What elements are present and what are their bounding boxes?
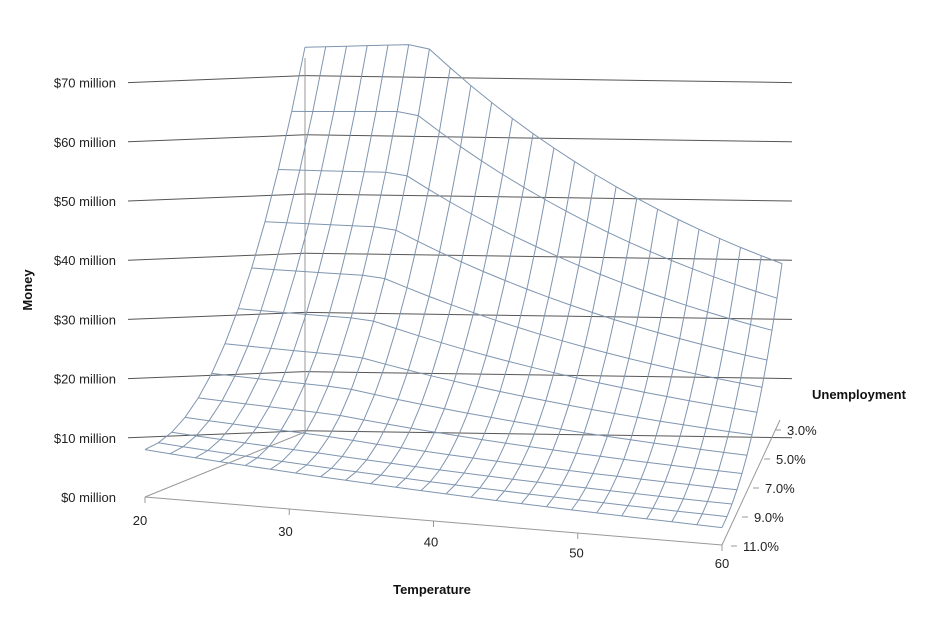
surface-row-line-2 [171, 431, 733, 505]
surface-col-line-9 [370, 102, 493, 485]
surface-col-line-18 [596, 219, 679, 514]
z-gridline-left-6 [127, 134, 306, 143]
y-tick-label: 11.0% [743, 539, 779, 554]
surface-row-line-5 [211, 372, 748, 456]
y-tick-label: 3.0% [787, 423, 817, 438]
y-tick-label: 5.0% [776, 452, 806, 467]
surface-col-line-13 [470, 161, 576, 498]
z-tick-label: $10 million [54, 431, 116, 446]
x-tick-label: 40 [424, 535, 438, 550]
surface-col-line-19 [621, 229, 700, 517]
z-gridline-back-1 [304, 430, 793, 439]
surface-col-line-11 [420, 133, 534, 491]
z-tick-label: $30 million [54, 312, 116, 327]
z-gridline-back-3 [304, 311, 793, 320]
z-tick-label: $50 million [54, 194, 116, 209]
surface-row-line-12 [304, 44, 783, 265]
x-tick-label: 20 [133, 513, 147, 528]
surface-col-line-1 [169, 46, 327, 455]
surface-col-line-7 [320, 67, 451, 478]
z-gridline-left-1 [127, 430, 306, 439]
surface-mesh [144, 44, 783, 529]
surface-row-line-6 [224, 343, 753, 436]
z-tick-label: $40 million [54, 253, 116, 268]
surface-col-line-17 [571, 209, 659, 511]
surface-col-line-8 [345, 85, 472, 481]
z-gridline-left-4 [127, 252, 306, 261]
surface-col-line-16 [546, 198, 638, 508]
surface-row-line-10 [278, 169, 773, 331]
surface-col-line-0 [144, 47, 306, 451]
surface-col-line-12 [445, 147, 555, 495]
surface-col-line-14 [495, 174, 596, 501]
surface-col-line-21 [671, 247, 741, 523]
z-gridline-left-3 [127, 311, 306, 320]
z-gridline-back-7 [304, 75, 793, 84]
z-tick-label: $0 million [61, 490, 116, 505]
surface-col-line-10 [395, 118, 513, 488]
surface-col-line-4 [245, 45, 389, 466]
z-gridline-back-4 [304, 252, 793, 261]
surface-row-line-1 [158, 442, 728, 518]
surface-col-line-23 [721, 263, 783, 528]
z-axis-title: Money [20, 269, 35, 311]
y-tick-label: 9.0% [754, 510, 784, 525]
surface-row-line-11 [291, 110, 778, 299]
z-gridline-left-7 [127, 75, 306, 84]
surface-col-line-6 [295, 49, 430, 474]
surface-col-line-15 [520, 186, 617, 504]
surface-row-line-7 [238, 308, 758, 413]
y-tick-label: 7.0% [765, 481, 795, 496]
x-tick-label: 50 [569, 545, 583, 560]
x-tick-label: 60 [715, 556, 729, 571]
y-axis-line [721, 419, 781, 546]
z-tick-label: $20 million [54, 372, 116, 387]
tick-labels: $0 million $10 million $20 million $30 mill… [54, 76, 817, 571]
z-gridline-left-5 [127, 193, 306, 202]
surface-row-line-9 [264, 221, 768, 361]
z-gridline-back-5 [304, 193, 793, 202]
z-tick-label: $60 million [54, 135, 116, 150]
surface-row-line-8 [251, 267, 763, 388]
surface-col-line-2 [194, 46, 347, 459]
surface-row-line-3 [184, 416, 738, 491]
z-gridlines [127, 75, 793, 439]
surface-row-line-0 [144, 449, 723, 529]
x-tick-label: 30 [278, 524, 292, 539]
y-axis-title: Unemployment [812, 387, 907, 402]
z-tick-label: $70 million [54, 76, 116, 91]
surface-col-line-20 [646, 238, 721, 520]
z-gridline-back-6 [304, 134, 793, 143]
floor-left-edge [144, 431, 306, 498]
surface-row-line-4 [198, 397, 743, 474]
x-axis-title: Temperature [393, 582, 471, 597]
surface-col-line-3 [220, 45, 368, 463]
z-gridline-left-2 [127, 371, 306, 380]
surface-col-line-5 [270, 44, 410, 470]
surface-col-line-22 [696, 255, 762, 525]
